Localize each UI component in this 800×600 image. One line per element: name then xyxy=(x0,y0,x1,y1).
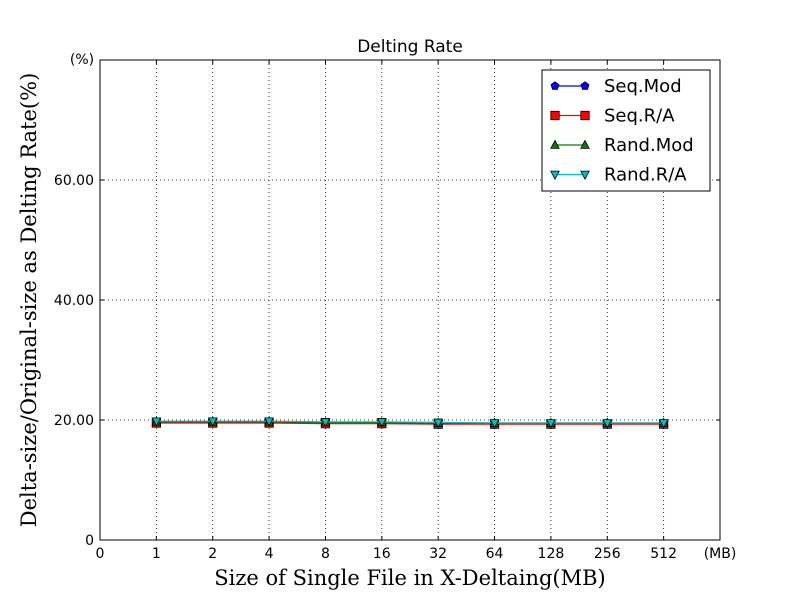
legend-marker-right xyxy=(580,81,590,90)
legend-marker-right xyxy=(580,139,590,149)
y-tick-label: 20.00 xyxy=(54,413,94,429)
legend-marker-right xyxy=(580,170,590,180)
x-tick-label: 256 xyxy=(594,546,621,562)
legend-marker-right xyxy=(580,110,590,121)
y-unit-label: (%) xyxy=(70,52,94,68)
legend-marker-left xyxy=(550,110,560,121)
series-line xyxy=(156,420,664,424)
data-point-marker xyxy=(546,419,556,429)
data-point-marker xyxy=(264,417,274,427)
legend-label: Rand.Mod xyxy=(604,135,694,156)
series-line xyxy=(156,422,664,425)
x-tick-label: 4 xyxy=(265,546,274,562)
x-tick-label: 16 xyxy=(373,546,391,562)
x-tick-label: 1 xyxy=(152,546,161,562)
legend-label: Rand.R/A xyxy=(604,165,687,186)
data-point-marker xyxy=(433,418,444,428)
x-unit-label: (MB) xyxy=(704,546,737,562)
legend-marker-left xyxy=(550,81,560,90)
x-tick-label: 8 xyxy=(321,546,330,562)
y-axis-label: Delta-size/Original-size as Delting Rate… xyxy=(17,73,41,528)
series-group xyxy=(151,417,669,429)
axis-ticks: 0 1 2 4 8 16 32 64 128 256 512 0 20.00 40.00 60.00 xyxy=(54,60,720,562)
x-tick-label: 32 xyxy=(429,546,447,562)
legend: Seq.Mod Seq.R/A Rand.Mod Rand.R/A xyxy=(541,69,711,192)
legend-marker-left xyxy=(550,139,560,149)
data-point-marker xyxy=(658,419,669,429)
data-point-marker xyxy=(602,419,613,429)
data-point-marker xyxy=(489,419,500,429)
x-tick-label: 0 xyxy=(96,546,105,562)
y-tick-label: 60.00 xyxy=(54,173,94,189)
x-axis-label: Size of Single File in X-Deltaing(MB) xyxy=(214,566,606,590)
legend-marker-left xyxy=(550,170,560,180)
data-point-marker xyxy=(207,417,218,427)
legend-label: Seq.Mod xyxy=(604,76,682,97)
y-tick-label: 0 xyxy=(85,533,94,549)
data-point-marker xyxy=(376,418,387,428)
data-point-marker xyxy=(151,417,162,427)
y-tick-label: 40.00 xyxy=(54,293,94,309)
legend-label: Seq.R/A xyxy=(604,106,675,127)
data-series xyxy=(151,416,669,429)
x-tick-label: 2 xyxy=(208,546,217,562)
data-point-marker xyxy=(320,418,331,428)
x-tick-label: 512 xyxy=(650,546,677,562)
legend-box xyxy=(541,69,711,192)
x-tick-label: 128 xyxy=(538,546,565,562)
chart-title: Delting Rate xyxy=(357,37,463,57)
x-tick-label: 64 xyxy=(486,546,504,562)
